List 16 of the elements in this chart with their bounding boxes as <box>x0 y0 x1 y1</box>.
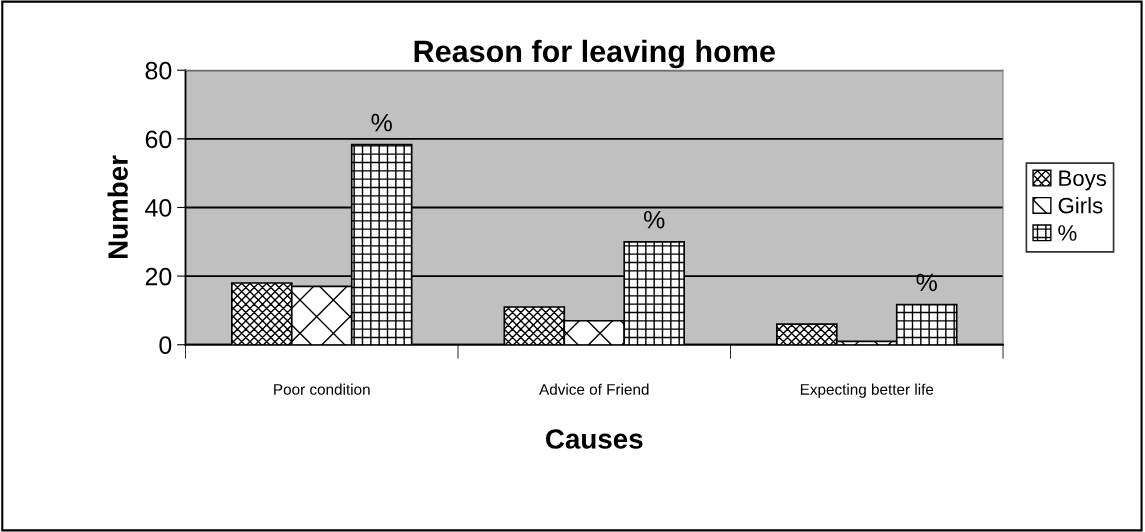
chart-title: Reason for leaving home <box>414 39 775 69</box>
legend-label: Girls <box>1058 197 1103 214</box>
x-tick-label: Poor condition <box>274 383 370 395</box>
y-tick-label: 40 <box>145 199 172 217</box>
annotation: % <box>371 113 392 132</box>
y-tick-label: 60 <box>145 130 172 149</box>
y-axis-title: Number <box>107 155 128 259</box>
x-axis-title: Causes <box>545 429 643 449</box>
x-tick-label: Expecting better life <box>800 383 934 398</box>
y-tick-label: 80 <box>145 61 172 80</box>
y-tick-label: 20 <box>145 267 172 286</box>
legend-label: % <box>1058 225 1077 241</box>
x-tick-label: Advice of Friend <box>539 383 649 395</box>
y-tick-label: 0 <box>159 336 172 355</box>
annotation: % <box>643 210 665 229</box>
legend-label: Boys <box>1059 170 1107 191</box>
